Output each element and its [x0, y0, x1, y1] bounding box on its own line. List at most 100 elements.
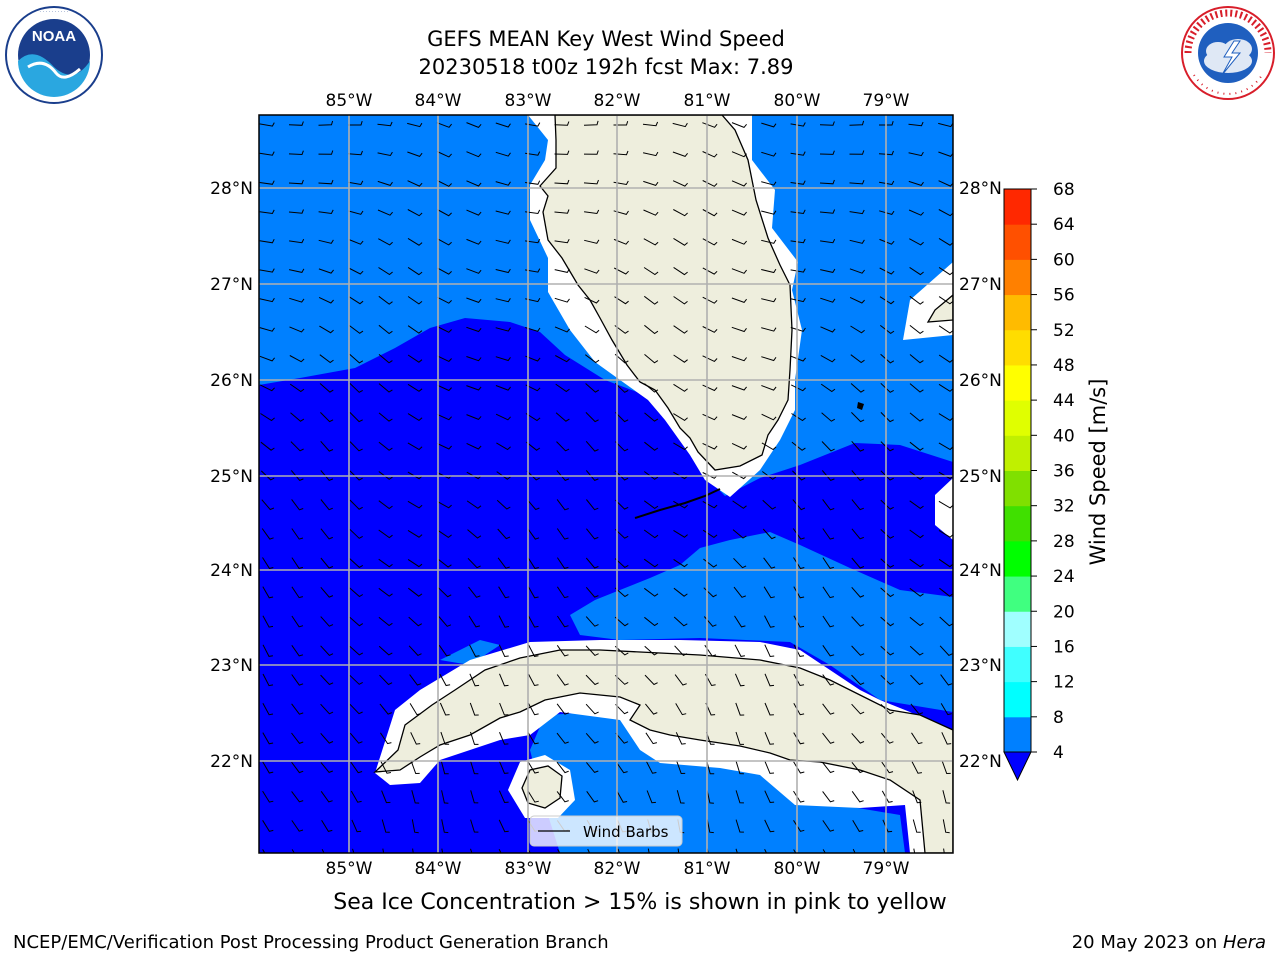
wind-barb — [583, 179, 599, 185]
wind-barb — [584, 209, 600, 215]
wind-barb — [441, 819, 449, 834]
wind-barb — [613, 238, 629, 245]
wind-barb — [499, 702, 509, 716]
lon-label-bottom: 84°W — [415, 859, 462, 879]
wind-barb — [938, 122, 953, 128]
wind-barb — [851, 528, 864, 540]
wind-barb — [525, 151, 541, 156]
wind-barb — [349, 412, 363, 423]
wind-barb — [673, 442, 688, 451]
wind-barb — [879, 238, 895, 245]
wind-barb — [288, 268, 305, 273]
wind-barb — [585, 703, 599, 715]
colorbar-tick-label: 28 — [1053, 532, 1075, 552]
wind-barb — [496, 471, 511, 480]
colorbar-tick-label: 40 — [1053, 426, 1075, 446]
lon-label-top: 84°W — [415, 91, 462, 111]
wind-barb — [411, 790, 420, 804]
colorbar-tick-label: 44 — [1053, 391, 1075, 411]
wind-barb — [291, 499, 304, 511]
wind-barb — [585, 440, 599, 452]
colorbar-extend-arrow — [1003, 751, 1032, 782]
wind-barb — [909, 295, 924, 305]
wind-barb — [673, 266, 688, 276]
wind-barb — [880, 674, 894, 685]
wind-barb — [851, 703, 865, 715]
wind-barb — [642, 151, 659, 157]
wind-barb — [378, 295, 393, 305]
wind-barb — [438, 645, 451, 657]
wind-barb — [288, 179, 304, 185]
wind-barb — [673, 558, 688, 568]
wind-barb — [673, 471, 688, 480]
wind-barb — [733, 586, 746, 598]
wind-barb — [556, 703, 569, 715]
wind-barb — [909, 529, 924, 539]
wind-barb — [673, 500, 688, 509]
wind-barb — [466, 122, 482, 128]
wind-barb — [644, 324, 659, 335]
wind-barb — [495, 181, 511, 186]
wind-barb — [498, 615, 510, 628]
wind-barb — [821, 412, 836, 422]
colorbar-band — [1004, 681, 1031, 718]
wind-barb — [822, 791, 835, 803]
wind-barb — [407, 500, 423, 509]
wind-barb — [644, 616, 659, 627]
wind-barb — [291, 674, 304, 686]
colorbar-band — [1004, 576, 1031, 612]
wind-barb — [262, 644, 273, 657]
wind-barb — [909, 325, 924, 335]
wind-barb — [379, 732, 392, 745]
wind-barb — [259, 297, 275, 303]
wind-barb — [377, 121, 393, 127]
wind-barb — [466, 326, 482, 333]
wind-barb — [646, 761, 657, 774]
wind-barb — [851, 791, 864, 803]
wind-barb — [849, 180, 865, 185]
wind-barb — [379, 674, 393, 686]
wind-barb — [407, 209, 423, 217]
wind-barb — [851, 616, 865, 627]
wind-barb — [851, 470, 865, 481]
wind-barb — [614, 296, 629, 305]
wind-barb — [466, 356, 482, 362]
wind-barb — [408, 645, 422, 657]
wind-barb — [556, 674, 569, 686]
noaa-logo-text: NOAA — [32, 28, 76, 45]
wind-barb — [763, 586, 775, 599]
wind-barb — [822, 528, 835, 540]
colorbar-tick-label: 16 — [1053, 637, 1075, 657]
wind-barb — [614, 353, 629, 364]
colorbar-tick-label: 56 — [1053, 286, 1075, 306]
wind-barb — [941, 732, 952, 745]
wind-barb — [466, 151, 482, 158]
wind-barb — [613, 210, 629, 215]
wind-barb — [880, 353, 895, 364]
wind-barb — [437, 267, 452, 275]
wind-barb — [880, 616, 895, 627]
colorbar-band — [1004, 435, 1031, 471]
map-frame — [258, 114, 954, 854]
colorbar-tick-label: 20 — [1053, 602, 1075, 622]
wind-barb — [644, 441, 659, 451]
wind-barb — [470, 731, 479, 745]
wind-barb — [614, 645, 629, 656]
wind-barb — [643, 529, 659, 539]
wind-barb — [381, 819, 390, 833]
wind-barb — [378, 587, 393, 597]
wind-barb — [259, 122, 275, 127]
wind-barb — [761, 413, 777, 421]
wind-barb — [466, 268, 482, 274]
wind-barb — [349, 587, 364, 598]
wind-barb — [851, 412, 865, 423]
wind-barb — [378, 238, 393, 246]
lat-label-left: 23°N — [210, 656, 253, 676]
wind-barb — [320, 732, 334, 744]
wind-barb — [499, 761, 509, 774]
wind-barb — [939, 645, 953, 657]
wind-barb — [764, 790, 775, 804]
wind-barb — [939, 587, 953, 597]
wind-barb — [466, 180, 482, 187]
wind-barb — [790, 180, 806, 185]
